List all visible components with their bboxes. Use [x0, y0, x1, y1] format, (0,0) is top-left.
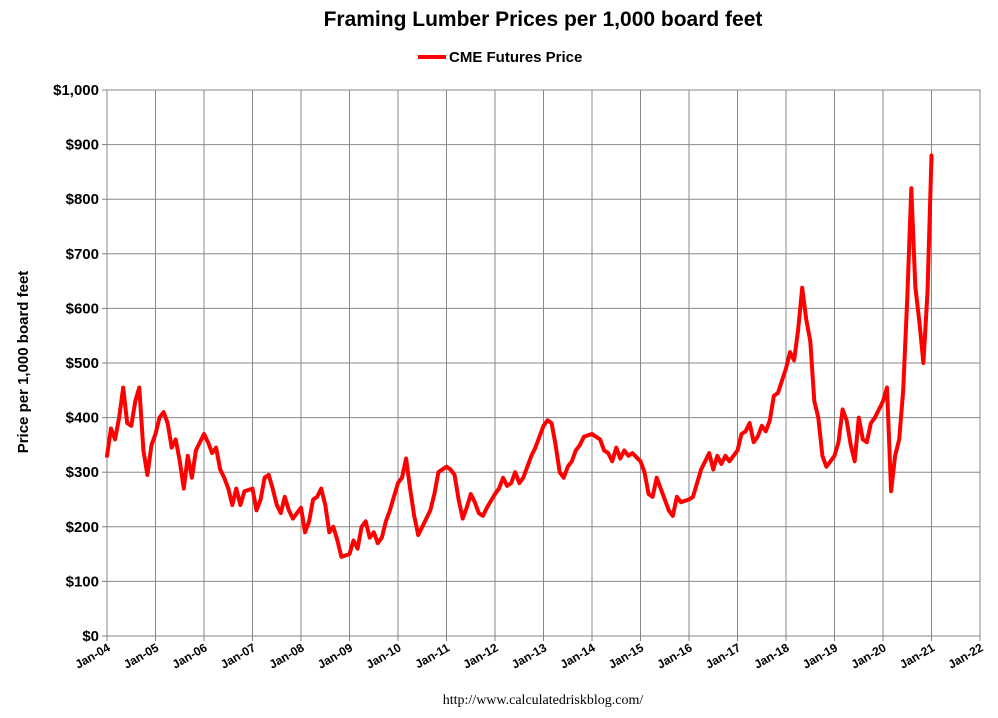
- x-tick-label: Jan-22: [946, 640, 986, 671]
- y-tick-label: $400: [66, 410, 99, 427]
- x-tick-label: Jan-06: [170, 640, 210, 671]
- x-tick-label: Jan-12: [461, 640, 501, 671]
- y-tick-label: $600: [66, 300, 99, 317]
- x-tick-label: Jan-08: [267, 640, 307, 671]
- x-axis-ticks: Jan-04 Jan-05 Jan-06 Jan-07 Jan-08 Jan-09 Jan-…: [73, 636, 986, 672]
- x-tick-label: Jan-07: [218, 640, 258, 671]
- y-axis-ticks: $0 $100 $200 $300 $400 $500 $600 $700 $800 $900 $1…: [53, 82, 107, 645]
- x-tick-label: Jan-05: [121, 640, 161, 671]
- y-tick-label: $800: [66, 191, 99, 208]
- x-tick-label: Jan-13: [509, 640, 549, 671]
- legend-label: CME Futures Price: [449, 49, 582, 66]
- x-tick-label: Jan-21: [897, 640, 937, 671]
- series-layer: [105, 153, 934, 559]
- x-tick-label: Jan-09: [315, 640, 355, 671]
- y-tick-label: $900: [66, 137, 99, 154]
- y-tick-label: $300: [66, 464, 99, 481]
- chart-title: Framing Lumber Prices per 1,000 board fe…: [324, 8, 763, 31]
- x-tick-label: Jan-18: [752, 640, 792, 671]
- y-axis-label: Price per 1,000 board feet: [15, 271, 32, 454]
- y-tick-label: $100: [66, 573, 99, 590]
- y-tick-label: $1,000: [53, 82, 99, 99]
- x-tick-label: Jan-20: [849, 640, 889, 671]
- y-tick-label: $0: [82, 628, 99, 645]
- y-tick-label: $200: [66, 519, 99, 536]
- x-tick-label: Jan-11: [413, 640, 453, 671]
- y-tick-label: $700: [66, 246, 99, 263]
- x-tick-label: Jan-16: [655, 640, 695, 671]
- x-tick-label: Jan-14: [558, 640, 598, 671]
- y-tick-label: $500: [66, 355, 99, 372]
- x-tick-label: Jan-10: [364, 640, 404, 671]
- source-url: http://www.calculatedriskblog.com/: [443, 693, 644, 708]
- x-tick-label: Jan-04: [73, 640, 113, 671]
- series-line-cme-futures-price: [105, 153, 934, 559]
- x-tick-label: Jan-19: [800, 640, 840, 671]
- grid: [106, 89, 981, 637]
- x-tick-label: Jan-17: [703, 640, 743, 671]
- x-tick-label: Jan-15: [606, 640, 646, 671]
- legend: CME Futures Price: [418, 49, 582, 66]
